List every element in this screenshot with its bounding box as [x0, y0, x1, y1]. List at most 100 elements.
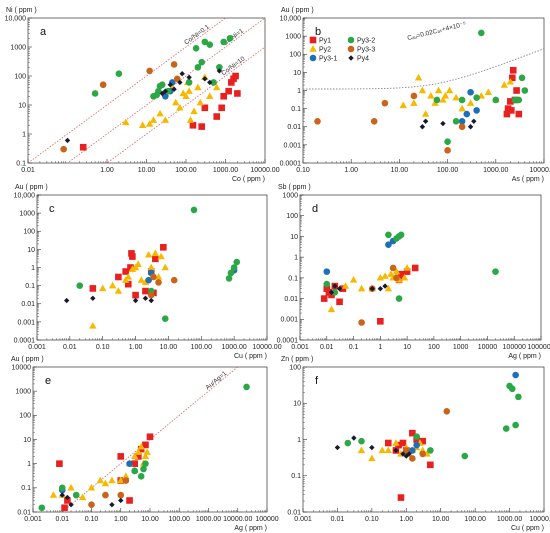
data-point-py3-1	[463, 110, 471, 118]
data-point-py2	[128, 265, 137, 272]
x-tick-label: 100.00	[464, 516, 486, 523]
data-point-py2	[122, 472, 130, 480]
data-point-py1	[201, 104, 209, 112]
data-point-py1	[397, 494, 405, 501]
data-point-py2	[506, 77, 515, 85]
panel-b: 0.10 1.00 10.00 100.00 1000.00 10000.00 0.0001…	[280, 7, 550, 183]
data-point-py4	[109, 502, 115, 508]
data-point-py2	[466, 99, 475, 106]
data-point-py2	[144, 250, 153, 258]
data-point-py1	[198, 123, 206, 130]
data-point-py3-2	[243, 383, 250, 391]
data-point-py2	[172, 98, 180, 106]
data-point-py2	[384, 446, 392, 454]
data-point-py3-2	[233, 258, 241, 266]
x-tick-label: 100.00	[175, 167, 197, 174]
data-point-py3-3	[147, 291, 155, 299]
legend-label: Py3-2	[357, 38, 375, 45]
data-point-py1	[135, 453, 142, 460]
panel-a: 0.01 1.00 10.00 100.00 1000.00 10000.00 0.1 1 10…	[5, 7, 280, 183]
data-point-py3-2	[206, 41, 214, 49]
data-point-py4	[159, 90, 165, 97]
panel-label: a	[40, 26, 47, 38]
data-point-py2	[427, 92, 435, 99]
x-tick-label: 10000	[478, 344, 498, 351]
y-tick-label: 10,000	[280, 15, 302, 22]
ratio-line-label: Au/Ag=1	[204, 370, 228, 392]
y-tick-label: 0.1	[21, 485, 31, 492]
data-point-py2	[414, 73, 423, 81]
data-point-py4	[186, 74, 192, 81]
data-point-py1	[126, 497, 133, 504]
data-point-py3-2	[515, 96, 523, 104]
data-point-py2	[400, 273, 409, 281]
data-point-py3-2	[492, 96, 500, 104]
data-point-py3-3	[173, 75, 181, 83]
data-point-py1	[142, 287, 149, 295]
panel-f: 0.001 0.01 0.10 1.00 10.00 100.00 1000.00 10000…	[281, 356, 550, 532]
y-tick-label: 10	[18, 102, 26, 109]
data-point-py4	[336, 285, 343, 292]
data-point-py3-3	[170, 276, 178, 284]
data-point-py2	[78, 493, 87, 501]
x-axis-label: Ag ( ppm )	[508, 353, 541, 360]
data-point-py2	[157, 252, 165, 260]
data-point-py2	[434, 86, 443, 94]
x-tick-label: 0.01	[331, 516, 345, 523]
y-tick-label: 10	[293, 401, 301, 408]
data-point-py3-3	[410, 92, 418, 100]
panel-e: 0.001 0.01 0.10 1.00 10.00 100.00 1000.00 10000…	[11, 356, 279, 532]
data-point-py2	[410, 99, 418, 106]
y-axis-label: Zn ( ppm )	[281, 356, 313, 363]
data-point-py1	[336, 298, 343, 306]
panel-label: e	[45, 375, 51, 387]
solubility-curve	[303, 48, 544, 90]
y-tick-label: 0.1	[291, 106, 301, 113]
data-point-py1	[411, 264, 419, 272]
data-point-py3-2	[198, 58, 206, 66]
x-tick-label: 1.00	[114, 516, 128, 523]
data-point-py3-2	[210, 79, 217, 86]
data-point-py4	[148, 297, 154, 304]
x-tick-label: 1.00	[129, 344, 143, 351]
data-point-py1	[419, 437, 427, 445]
x-tick-label: 10.00	[391, 167, 409, 174]
x-axis-label: Ag ( ppm )	[234, 525, 267, 532]
data-point-py3-2	[185, 79, 193, 86]
data-point-py3-1	[323, 268, 331, 275]
data-point-py1	[124, 280, 132, 288]
data-point-py1	[64, 497, 71, 504]
data-point-py1	[89, 285, 97, 292]
data-point-py4	[216, 68, 223, 74]
y-tick-label: 100	[14, 73, 26, 80]
data-point-py4	[377, 285, 384, 292]
panel-c: 0.001 0.01 0.10 1.00 10.00 100.00 1000.00 10000…	[14, 184, 282, 360]
data-point-py2	[421, 110, 430, 117]
x-axis-label: Co ( ppm )	[232, 176, 265, 183]
x-tick-label: 1000.00	[497, 516, 522, 523]
data-point-py1	[142, 441, 149, 449]
y-tick-label: 1	[294, 255, 298, 262]
data-point-py2	[114, 287, 123, 294]
y-tick-label: 0.1	[16, 160, 26, 167]
data-point-py2	[194, 83, 202, 91]
data-point-py2	[143, 448, 151, 455]
x-tick-label: 0.01	[55, 516, 69, 523]
y-axis-label: Sb ( ppm )	[278, 184, 311, 191]
data-point-py3-2	[91, 90, 99, 97]
x-tick-label: 100.00	[191, 344, 213, 351]
data-point-py1	[122, 268, 129, 275]
data-point-py4	[90, 295, 96, 301]
y-tick-label: 10,000	[5, 15, 27, 22]
data-point-py4	[422, 118, 429, 124]
data-point-py4	[440, 120, 446, 127]
data-point-py3-2	[194, 63, 202, 71]
data-point-py2	[67, 483, 75, 491]
y-tick-label: 0.1	[25, 283, 35, 290]
data-point-py3-3	[444, 147, 451, 154]
x-tick-label: 1000.00	[483, 167, 508, 174]
data-point-py2	[154, 273, 163, 280]
data-point-py3-2	[502, 425, 510, 432]
data-point-py3-3	[122, 477, 130, 484]
